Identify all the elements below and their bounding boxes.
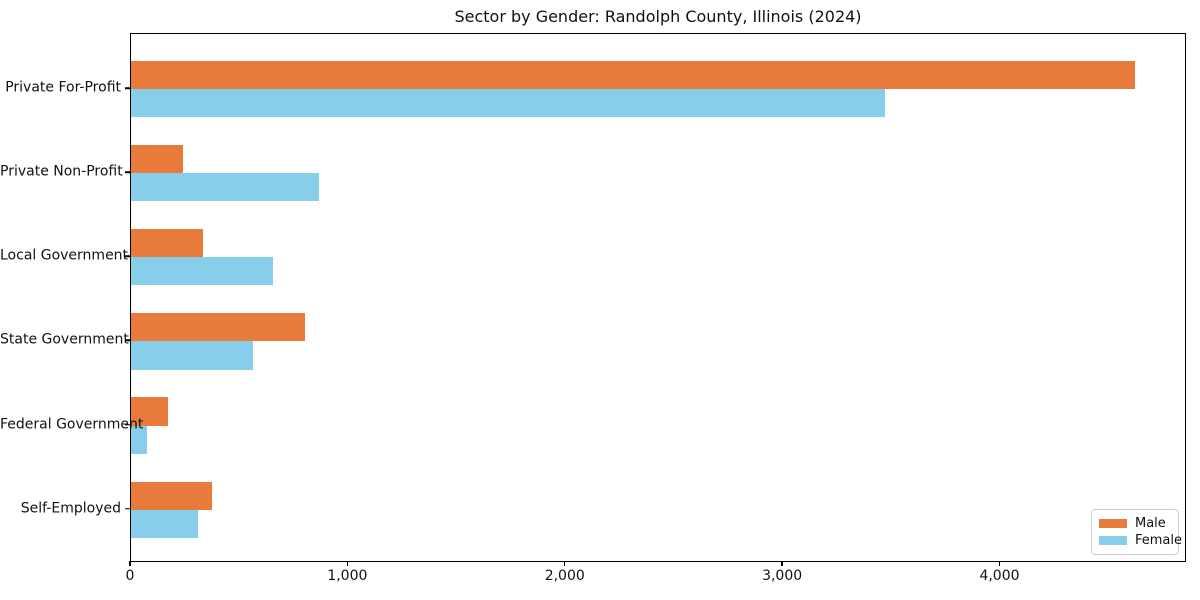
bar-female-local-government	[131, 257, 274, 286]
x-tick-label-0: 0	[125, 568, 135, 584]
bar-female-federal-government	[131, 425, 148, 454]
y-axis-label-private-for-profit: Private For-Profit	[5, 79, 121, 96]
legend-item-female: Female	[1099, 533, 1182, 548]
x-tick-label-2-000: 2,000	[544, 568, 585, 584]
plot-area	[130, 33, 1186, 562]
y-axis-label-federal-government: Federal Government	[0, 416, 144, 433]
y-axis-label-state-government: State Government	[0, 331, 129, 348]
x-tick-label-4-000: 4,000	[979, 568, 1020, 584]
legend-label-male: Male	[1135, 516, 1166, 531]
legend-label-female: Female	[1135, 533, 1183, 548]
y-axis-label-local-government: Local Government	[0, 247, 129, 264]
x-tick-label-1-000: 1,000	[327, 568, 368, 584]
chart-title: Sector by Gender: Randolph County, Illin…	[454, 7, 862, 26]
x-tick-label-3-000: 3,000	[762, 568, 803, 584]
bar-female-state-government	[131, 341, 254, 370]
bar-male-federal-government	[131, 397, 168, 426]
bar-male-state-government	[131, 313, 305, 342]
bar-male-private-non-profit	[131, 144, 184, 174]
legend: Male Female	[1091, 509, 1182, 555]
bar-male-private-for-profit	[131, 60, 1135, 89]
legend-swatch-female	[1099, 536, 1127, 545]
bar-female-self-employed	[131, 509, 198, 538]
bar-female-private-for-profit	[131, 89, 886, 118]
legend-item-male: Male	[1099, 516, 1171, 531]
y-axis-label-self-employed: Self-Employed	[20, 500, 121, 517]
bar-male-self-employed	[131, 481, 212, 510]
bar-male-local-government	[131, 229, 203, 258]
bar-female-private-non-profit	[131, 173, 319, 202]
legend-swatch-male	[1099, 519, 1127, 528]
y-axis-label-private-non-profit: Private Non-Profit	[0, 163, 123, 180]
